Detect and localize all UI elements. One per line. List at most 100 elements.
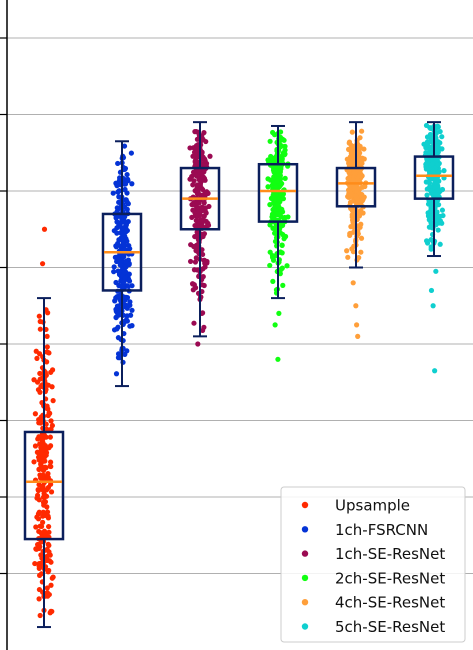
outlier-point: [354, 322, 360, 328]
data-point: [275, 211, 281, 217]
data-point: [270, 257, 277, 263]
data-point: [199, 327, 206, 334]
legend-marker: [301, 623, 309, 630]
data-point: [110, 190, 116, 196]
data-point: [47, 434, 53, 440]
data-point: [32, 411, 38, 417]
outlier-point: [353, 303, 359, 309]
data-point: [437, 128, 443, 135]
data-point: [42, 445, 48, 452]
data-point: [201, 200, 207, 206]
data-point: [34, 449, 40, 455]
data-point: [42, 499, 49, 505]
data-point: [346, 177, 352, 183]
data-point: [48, 489, 55, 495]
data-point: [36, 596, 42, 602]
data-point: [190, 182, 196, 188]
box-iqr: [335, 166, 377, 208]
data-point: [127, 299, 133, 305]
data-point: [282, 147, 288, 153]
data-point: [344, 248, 350, 254]
data-point: [33, 546, 39, 552]
data-point: [50, 398, 56, 404]
data-point: [120, 240, 126, 246]
data-point: [191, 267, 198, 273]
data-point: [270, 278, 276, 284]
data-point: [200, 154, 206, 160]
data-point: [119, 284, 126, 290]
outlier-point: [432, 368, 438, 374]
data-point: [272, 166, 279, 172]
data-point: [44, 344, 50, 350]
data-point: [360, 196, 366, 202]
data-point: [127, 246, 133, 252]
data-point: [46, 549, 52, 555]
data-point: [35, 511, 42, 517]
data-point: [124, 348, 130, 354]
data-point: [284, 263, 290, 269]
data-point: [32, 560, 38, 567]
data-point: [121, 143, 128, 149]
data-point: [347, 158, 353, 164]
data-point: [37, 326, 43, 332]
data-point: [196, 176, 202, 183]
data-point: [279, 242, 285, 248]
data-point: [34, 379, 41, 385]
data-point: [116, 220, 122, 226]
data-point: [435, 187, 442, 194]
legend-label: 1ch-SE-ResNet: [335, 545, 445, 563]
data-point: [46, 523, 52, 530]
data-point: [434, 123, 441, 129]
data-point: [111, 327, 118, 333]
data-point: [37, 370, 43, 377]
data-point: [33, 524, 39, 530]
data-point: [267, 222, 273, 228]
data-point: [115, 335, 121, 341]
data-point: [48, 418, 54, 424]
data-point: [44, 590, 51, 596]
data-point: [43, 450, 49, 457]
outlier-point: [41, 226, 48, 232]
data-point: [36, 466, 42, 472]
data-point: [356, 213, 363, 219]
data-point: [196, 209, 202, 215]
jitter-points: [31, 122, 447, 619]
data-point: [361, 146, 367, 152]
data-point: [48, 369, 54, 375]
data-point: [46, 567, 52, 574]
data-point: [191, 178, 197, 184]
data-point: [115, 310, 121, 317]
data-point: [435, 202, 442, 208]
data-point: [435, 227, 441, 233]
data-point: [270, 225, 276, 231]
data-point: [350, 177, 356, 183]
data-point: [435, 214, 441, 221]
data-point: [113, 371, 120, 377]
legend: Upsample 1ch-FSRCNN 1ch-SE-ResNet 2ch-SE-Re…: [280, 486, 466, 643]
data-point: [285, 214, 291, 220]
data-point: [129, 181, 135, 187]
data-point: [40, 458, 46, 464]
data-point: [45, 412, 51, 419]
data-point: [126, 261, 132, 268]
data-point: [430, 168, 436, 175]
data-point: [35, 516, 42, 522]
data-point: [272, 155, 278, 161]
data-point: [49, 608, 55, 615]
data-point: [204, 223, 210, 229]
data-point: [439, 146, 445, 152]
data-point: [34, 355, 40, 361]
data-point: [278, 266, 284, 273]
data-point: [44, 359, 50, 365]
data-point: [194, 182, 200, 188]
data-point: [435, 162, 441, 168]
data-point: [434, 146, 440, 152]
data-point: [44, 504, 50, 510]
data-point: [128, 150, 134, 156]
data-point: [190, 169, 197, 175]
box-iqr: [179, 166, 221, 231]
data-point: [44, 585, 50, 591]
data-point: [120, 235, 126, 241]
data-point: [111, 264, 117, 270]
data-point: [348, 224, 354, 230]
